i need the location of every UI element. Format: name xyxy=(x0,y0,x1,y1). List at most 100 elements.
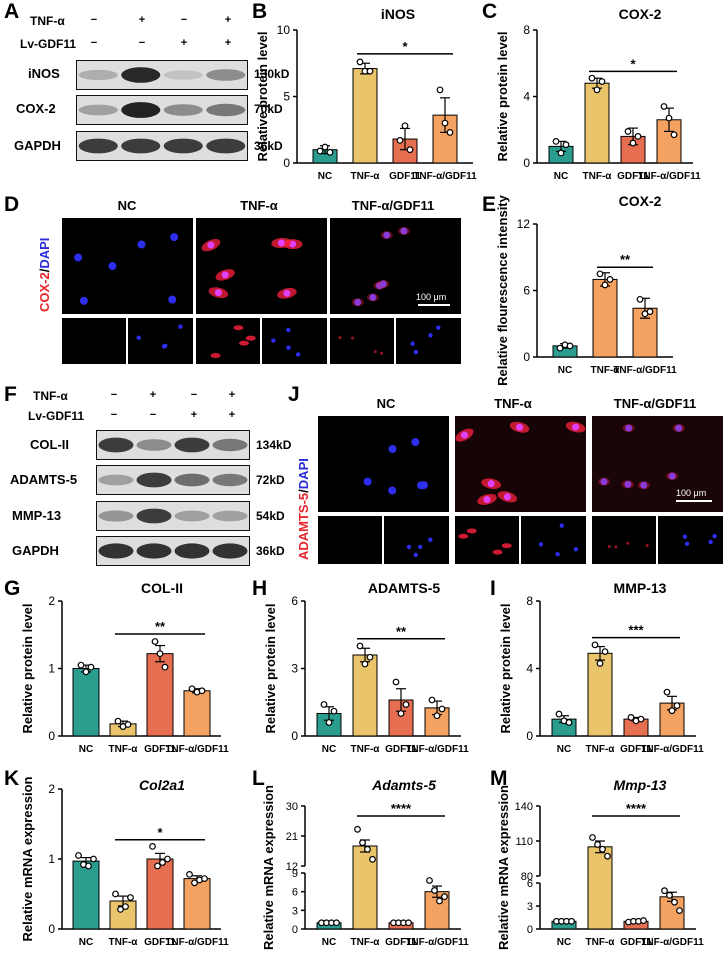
protein-label: GAPDH xyxy=(14,138,61,153)
stained-cell xyxy=(458,533,469,539)
data-point xyxy=(186,871,193,878)
nucleus-dot xyxy=(516,423,524,431)
molecular-weight: 36kD xyxy=(254,139,283,153)
stained-cell xyxy=(614,545,618,549)
data-point xyxy=(568,917,575,925)
micrograph-inset xyxy=(196,316,260,364)
data-point xyxy=(321,143,329,151)
treatment-mark: − xyxy=(149,409,157,421)
data-point xyxy=(431,887,438,894)
chart-title: iNOS xyxy=(380,6,416,22)
panel-letter-i: I xyxy=(490,577,496,600)
stained-cell xyxy=(245,335,256,341)
y-tick-label: 0 xyxy=(48,729,55,743)
panel-letter-m: M xyxy=(490,767,508,790)
y-tick-label: 3 xyxy=(291,662,298,676)
data-point xyxy=(438,705,446,713)
protein-band xyxy=(121,67,161,83)
treatment-mark: − xyxy=(138,37,146,49)
data-point xyxy=(359,839,366,847)
nucleus-dot xyxy=(406,544,412,550)
nucleus-dot xyxy=(137,240,146,249)
data-point xyxy=(433,712,441,720)
significance-label: **** xyxy=(626,801,647,816)
nucleus-dot xyxy=(419,481,428,490)
molecular-weight: 130kD xyxy=(254,67,290,81)
data-point xyxy=(397,710,405,717)
data-point xyxy=(599,845,606,853)
nucleus-dot xyxy=(379,280,387,288)
nucleus-dot xyxy=(418,544,423,550)
stained-cell xyxy=(492,549,503,555)
protein-band xyxy=(206,103,246,117)
protein-band xyxy=(174,510,210,522)
significance-label: * xyxy=(157,825,163,840)
nucleus-dot xyxy=(286,345,291,350)
x-tick-label: NC xyxy=(322,744,336,755)
data-point xyxy=(366,653,374,661)
data-point xyxy=(666,891,673,899)
protein-band xyxy=(206,69,246,81)
x-tick-label: TNF-α xyxy=(591,365,621,376)
panel-letter-c: C xyxy=(482,0,498,23)
data-point xyxy=(555,710,563,718)
condition-label: TNF-α xyxy=(494,396,532,411)
stained-cell xyxy=(210,353,221,359)
y-tick-label: 1 xyxy=(48,662,55,676)
data-point xyxy=(426,877,433,884)
y-tick-label: 4 xyxy=(523,90,530,104)
blot-strip xyxy=(76,95,248,125)
x-tick-label: TNF-α xyxy=(586,744,616,755)
y-axis-label: Relative mRNA expression xyxy=(20,776,35,941)
data-point xyxy=(634,132,642,140)
data-point xyxy=(446,129,454,136)
nucleus-dot xyxy=(538,542,544,547)
x-tick-label: GDF11 xyxy=(385,937,417,948)
chart-title: COX-2 xyxy=(618,6,662,22)
panel-letter-f: F xyxy=(4,383,17,406)
data-point xyxy=(149,843,156,850)
micrograph-inset xyxy=(592,514,656,564)
bar xyxy=(183,690,211,737)
nucleus-dot xyxy=(555,552,560,557)
y-tick-label: 0 xyxy=(283,156,290,170)
y-tick-label: 9 xyxy=(292,868,298,880)
x-tick-label: TNF-α xyxy=(351,744,381,755)
y-tick-label: 12 xyxy=(517,217,531,231)
treatment-label-tnf: TNF-α xyxy=(33,389,68,403)
condition-label: TNF-α/GDF11 xyxy=(351,198,435,213)
protein-band xyxy=(136,472,172,488)
condition-label: NC xyxy=(117,198,137,213)
data-point xyxy=(161,663,169,671)
data-point xyxy=(405,919,412,927)
data-point xyxy=(436,86,444,94)
nucleus-dot xyxy=(668,472,676,480)
panel-letter-h: H xyxy=(252,577,268,600)
data-point xyxy=(668,707,676,715)
molecular-weight: 72kD xyxy=(256,473,285,487)
x-tick-label: NC xyxy=(322,937,336,948)
x-tick-label: TNF-α/GDF11 xyxy=(640,937,704,948)
x-tick-label: NC xyxy=(557,744,571,755)
y-tick-label: 0 xyxy=(523,156,530,170)
data-point xyxy=(320,701,328,708)
data-point xyxy=(601,648,609,656)
data-point xyxy=(366,67,374,75)
protein-band xyxy=(121,102,161,118)
micrograph-inset xyxy=(318,514,382,564)
treatment-mark: + xyxy=(149,389,157,401)
x-tick-label: TNF-α xyxy=(109,937,139,948)
micrograph-inset xyxy=(330,316,394,364)
chart-title: Adamts-5 xyxy=(372,777,436,793)
x-tick-label: GDF11 xyxy=(617,171,649,182)
y-tick-label: 0 xyxy=(526,729,533,743)
x-tick-label: GDF11 xyxy=(144,937,176,948)
nucleus-dot xyxy=(573,547,579,552)
micrograph-inset xyxy=(128,316,193,364)
micrograph-inset xyxy=(455,514,519,564)
data-point xyxy=(361,660,369,668)
protein-band xyxy=(174,543,210,559)
data-point xyxy=(156,650,164,658)
x-tick-label: TNF-α/GDF11 xyxy=(637,171,701,182)
protein-band xyxy=(121,138,161,154)
